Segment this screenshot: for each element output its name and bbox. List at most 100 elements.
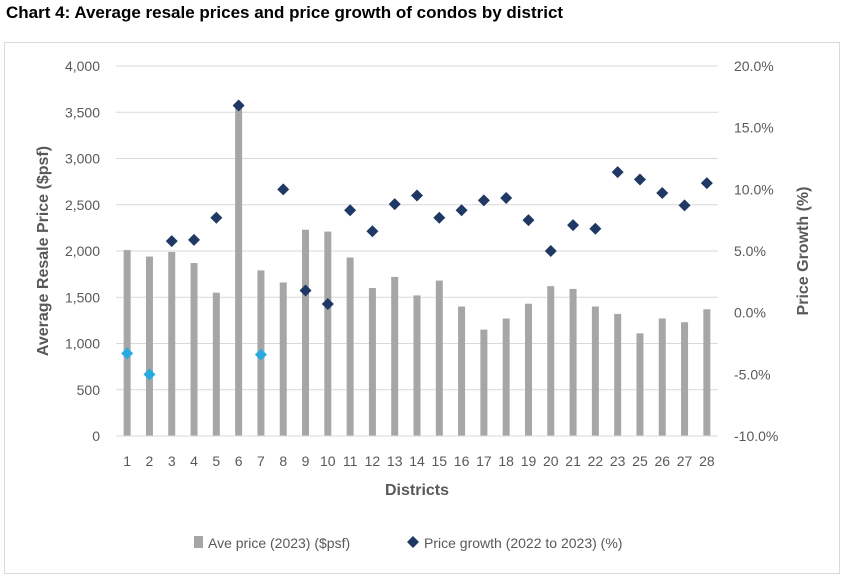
x-tick-label: 11 bbox=[343, 453, 358, 469]
x-tick-label: 8 bbox=[279, 453, 287, 469]
growth-point bbox=[678, 199, 691, 212]
y2-tick-label: 10.0% bbox=[734, 181, 774, 197]
x-tick-label: 20 bbox=[543, 453, 559, 469]
legend-bar-swatch bbox=[194, 536, 203, 548]
bar bbox=[703, 309, 711, 436]
y2-tick-label: -5.0% bbox=[734, 366, 771, 382]
x-tick-label: 13 bbox=[387, 453, 403, 469]
scatter-series bbox=[121, 99, 713, 381]
growth-point bbox=[700, 177, 713, 190]
x-tick-label: 2 bbox=[146, 453, 154, 469]
legend: Ave price (2023) ($psf) Price growth (20… bbox=[194, 535, 622, 551]
growth-point bbox=[188, 233, 201, 246]
growth-point bbox=[344, 204, 357, 217]
growth-point bbox=[121, 347, 134, 360]
bar bbox=[569, 288, 577, 436]
growth-point bbox=[477, 194, 490, 207]
growth-point bbox=[567, 219, 580, 232]
bar bbox=[391, 276, 399, 436]
bar bbox=[279, 282, 287, 436]
growth-point bbox=[589, 222, 602, 235]
growth-point bbox=[455, 204, 468, 217]
growth-point bbox=[299, 284, 312, 297]
left-axis-ticks: 0 500 1,000 1,500 2,000 2,500 3,000 3,500 4,000 bbox=[65, 58, 100, 444]
legend-diamond-swatch bbox=[407, 536, 419, 548]
x-tick-label: 25 bbox=[632, 453, 648, 469]
growth-point bbox=[633, 173, 646, 186]
growth-point bbox=[366, 225, 379, 238]
growth-point bbox=[544, 245, 557, 257]
bar bbox=[235, 105, 243, 437]
bar bbox=[591, 306, 599, 436]
growth-point bbox=[277, 183, 290, 196]
y-tick-label: 3,500 bbox=[65, 104, 100, 120]
growth-point bbox=[500, 191, 513, 204]
y-tick-label: 1,000 bbox=[65, 336, 100, 352]
y-tick-label: 3,000 bbox=[65, 151, 100, 167]
y-tick-label: 1,500 bbox=[65, 289, 100, 305]
x-tick-label: 16 bbox=[454, 453, 470, 469]
x-tick-label: 17 bbox=[476, 453, 492, 469]
y2-tick-label: -10.0% bbox=[734, 428, 778, 444]
bar-series bbox=[123, 105, 711, 437]
growth-point bbox=[388, 198, 401, 211]
bar bbox=[190, 263, 198, 436]
x-tick-label: 22 bbox=[588, 453, 604, 469]
bar bbox=[502, 318, 510, 436]
y2-tick-label: 0.0% bbox=[734, 305, 766, 321]
bar bbox=[123, 250, 131, 436]
legend-bar-label: Ave price (2023) ($psf) bbox=[208, 535, 350, 551]
bar bbox=[435, 280, 443, 436]
growth-point bbox=[210, 211, 223, 224]
y-tick-label: 2,000 bbox=[65, 243, 100, 259]
x-tick-label: 10 bbox=[320, 453, 336, 469]
bar bbox=[636, 333, 644, 436]
x-tick-label: 1 bbox=[123, 453, 131, 469]
y-tick-label: 0 bbox=[92, 428, 100, 444]
bar bbox=[302, 229, 310, 436]
x-tick-label: 4 bbox=[190, 453, 198, 469]
y-axis-title: Average Resale Price ($psf) bbox=[35, 146, 52, 356]
x-tick-label: 18 bbox=[498, 453, 514, 469]
x-tick-label: 19 bbox=[521, 453, 537, 469]
bar bbox=[368, 288, 376, 436]
x-tick-label: 15 bbox=[432, 453, 448, 469]
bar bbox=[524, 303, 532, 436]
y-tick-label: 500 bbox=[77, 382, 101, 398]
x-tick-label: 5 bbox=[212, 453, 220, 469]
chart-title: Chart 4: Average resale prices and price… bbox=[6, 3, 564, 22]
y2-axis-title: Price Growth (%) bbox=[795, 187, 812, 316]
bar bbox=[324, 231, 332, 436]
y2-tick-label: 20.0% bbox=[734, 58, 774, 74]
x-tick-label: 7 bbox=[257, 453, 265, 469]
growth-point bbox=[656, 187, 669, 200]
bar bbox=[681, 322, 689, 436]
bar bbox=[168, 251, 176, 436]
growth-point bbox=[433, 211, 446, 224]
x-tick-label: 14 bbox=[409, 453, 425, 469]
x-tick-label: 12 bbox=[365, 453, 381, 469]
y-tick-label: 4,000 bbox=[65, 58, 100, 74]
growth-point bbox=[143, 368, 156, 381]
x-tick-label: 3 bbox=[168, 453, 176, 469]
bar bbox=[480, 329, 488, 436]
x-tick-label: 26 bbox=[654, 453, 670, 469]
y2-tick-label: 15.0% bbox=[734, 120, 774, 136]
bar bbox=[413, 295, 421, 436]
legend-scatter-label: Price growth (2022 to 2023) (%) bbox=[424, 535, 622, 551]
bar bbox=[458, 306, 466, 436]
bar bbox=[346, 257, 354, 436]
x-tick-label: 6 bbox=[235, 453, 243, 469]
growth-point bbox=[611, 166, 624, 179]
bar bbox=[614, 313, 622, 436]
x-axis-title: Districts bbox=[385, 482, 449, 499]
growth-point bbox=[254, 348, 267, 361]
x-tick-label: 28 bbox=[699, 453, 715, 469]
bar bbox=[658, 318, 666, 436]
x-tick-label: 21 bbox=[565, 453, 581, 469]
right-axis-ticks: -10.0% -5.0% 0.0% 5.0% 10.0% 15.0% 20.0% bbox=[734, 58, 778, 444]
growth-point bbox=[165, 235, 178, 248]
y2-tick-label: 5.0% bbox=[734, 243, 766, 259]
growth-point bbox=[522, 214, 535, 227]
